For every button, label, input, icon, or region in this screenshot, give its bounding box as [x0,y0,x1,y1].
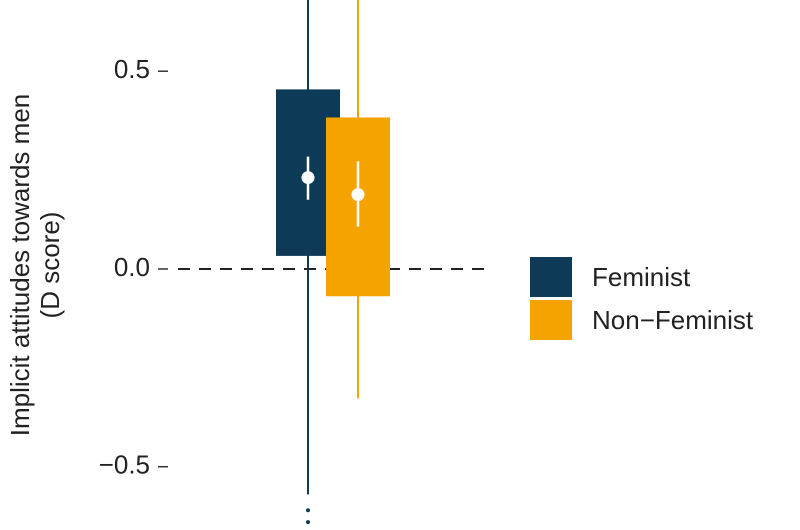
y-axis-title: Implicit attitudes towards men (D score) [5,94,65,436]
outlier [306,508,310,513]
y-tick-label: 0.0 [114,252,150,282]
plot-area [276,0,390,525]
legend-label: Feminist [592,262,691,292]
y-axis-label: Implicit attitudes towards men [5,94,35,436]
outlier [306,520,310,525]
legend-swatch [530,257,572,297]
legend-label: Non−Feminist [592,305,754,335]
mean-point [351,188,365,202]
legend-swatch [530,300,572,340]
mean-point [301,171,315,185]
y-tick-label: −0.5 [99,450,150,480]
y-tick-label: 0.5 [114,54,150,84]
y-axis-label: (D score) [35,212,65,319]
